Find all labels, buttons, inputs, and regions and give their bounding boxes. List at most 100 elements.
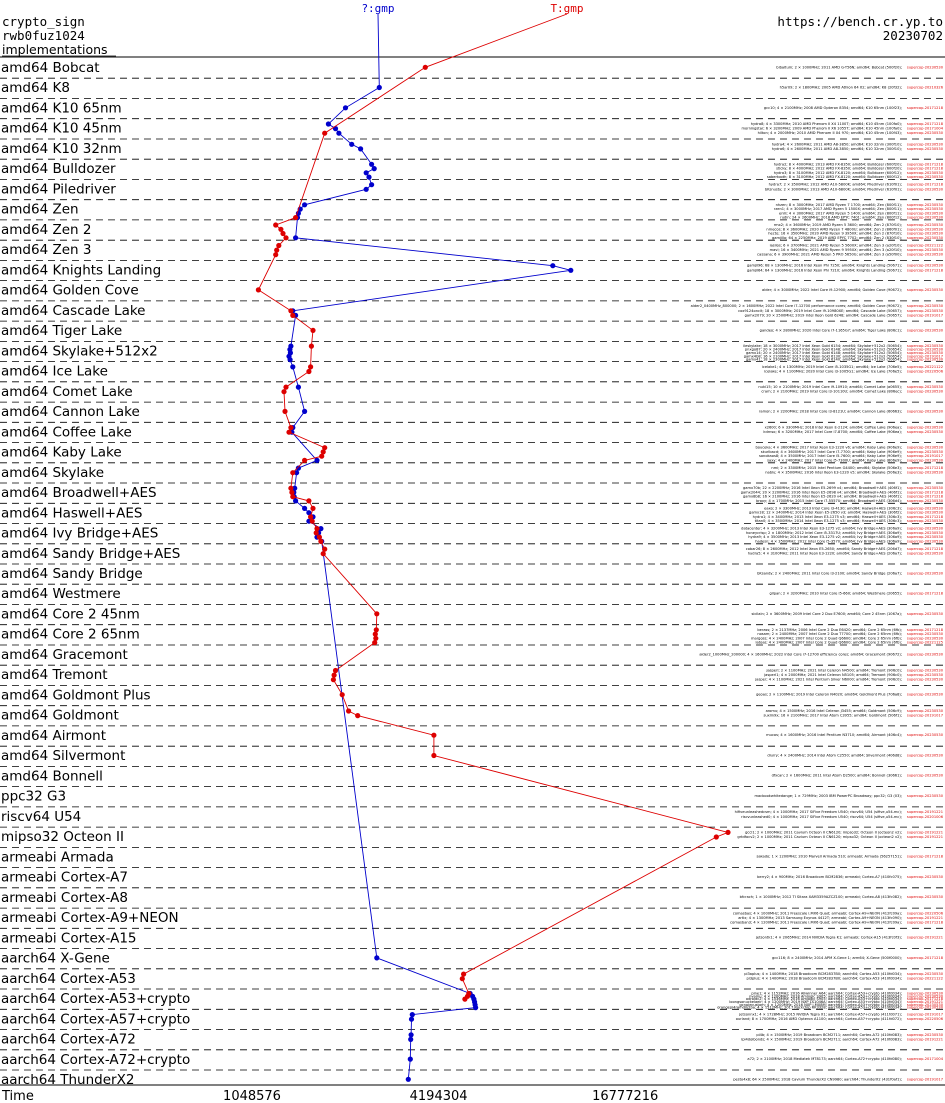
series-gmp-t-point (373, 627, 379, 633)
series-gmp-t-point (289, 489, 295, 495)
machine-date: supercop-20230530 (907, 147, 944, 151)
machine-line: icelake; 4 × 1100MHz; 2020 Intel Core i3… (764, 370, 902, 374)
arch-label: aarch64 X-Gene (1, 951, 110, 967)
series-gmp-q-point (409, 1012, 415, 1018)
arch-label: amd64 K10 32nm (1, 141, 122, 157)
series-gmp-q-line (288, 13, 571, 1080)
machine-line: margoss; 4 × 2400MHz; 2007 Intel Core 2 … (751, 636, 902, 640)
series-gmp-t-point (461, 971, 467, 977)
arch-row: amd64 K10 32nm hydra4; 4 × 2600MHz; 2011 … (0, 141, 945, 160)
arch-row: amd64 Broadwell+AES gamx70b; 22 × 2200MHz… (0, 485, 945, 504)
series-gmp-q-point (376, 84, 382, 91)
machine-date: supercop-20171218 (907, 855, 944, 859)
header-site-url[interactable]: https://bench.cr.yp.to (777, 14, 943, 29)
machine-line: rpi4doibonds; 4 × 1500MHz; 2019 Broadcom… (741, 1037, 902, 1041)
series-gmp-t-point (322, 130, 328, 136)
machine-date: supercop-20230530 (907, 131, 944, 135)
series-gmp-t-point (431, 732, 437, 738)
machine-date: supercop-20230530 (907, 774, 944, 778)
machine-date: supercop-20230530 (907, 693, 944, 697)
machine-line: hydra4; 4 × 2600MHz; 2011 AMD A8-3850; a… (772, 142, 902, 146)
machine-line: rudin; 24 × 2600MHz; 2018 AMD EPYC 7401;… (780, 216, 902, 220)
machine-date: supercop-20230530 (907, 304, 944, 308)
series-gmp-t-point (422, 64, 428, 70)
series-gmp-t-point (339, 692, 345, 698)
series-gmp-t-point (281, 389, 287, 395)
arch-row: amd64 Golden Cove alder; 4 × 3000MHz; 202… (0, 283, 945, 302)
series-gmp-q-point (473, 1005, 479, 1011)
machine-line: rzen1; 4 × 3000MHz; 2017 AMD Ryzen 5 150… (774, 207, 902, 211)
arch-row: amd64 Skylake+512x2 ileskylake; 18 × 3000… (0, 343, 945, 363)
machine-date: supercop-20230530 (907, 248, 944, 252)
series-gmp-q-point (363, 170, 369, 176)
machine-line: jetsontk1; 4 × 2065MHz; 2014 NVIDIA Tegr… (755, 936, 902, 940)
machine-line: dfxcan; 2 × 1600MHz; 2011 Intel Atom D25… (772, 774, 902, 778)
arch-row: amd64 K10 45nm hydra8; 4 × 3300MHz; 2010 … (0, 121, 945, 140)
arch-label: amd64 Gracemont (1, 647, 128, 663)
series-gmp-t-point (725, 829, 731, 836)
arch-row: aarch64 Cortex-A72 pi4b; 4 × 1500MHz; 201… (0, 1032, 945, 1051)
machine-line: bfcrach; 1 × 1000MHz; 2012 TI Sitara XAM… (740, 895, 902, 899)
series-gmp-q-point (294, 470, 300, 476)
machine-date: supercop-20230530 (907, 552, 944, 556)
arch-row: amd64 Sandy Bridge bKsandy; 2 × 2400MHz; … (0, 566, 945, 585)
series-gmp-q-point (550, 263, 556, 269)
arch-row: amd64 Cascade Lake alder2_0400MHz_800000;… (0, 303, 945, 322)
machine-date: supercop-20171218 (907, 490, 944, 494)
machine-date: supercop-20230530 (907, 571, 944, 575)
machine-date: supercop-20230530 (907, 458, 944, 462)
machine-date: supercop-20230530 (907, 426, 944, 430)
arch-label: amd64 Piledriver (1, 181, 116, 197)
machine-line: sonokaos8; 4 × 3500MHz; 2017 Intel Core … (759, 454, 902, 458)
series-gmp-t-point (372, 640, 378, 646)
series-gmp-t-point (310, 327, 316, 333)
machine-date: supercop-20230530 (907, 187, 944, 191)
machine-line: odroidc2; 4 × 1536MHz; 2016 Amlogic S905… (746, 997, 902, 1001)
arch-row: aarch64 Cortex-A72+crypto a72; 2 × 2100MH… (0, 1052, 945, 1071)
arch-label: mipso32 Octeon II (1, 829, 124, 845)
series-gmp-q-point (408, 1016, 415, 1022)
arch-label: amd64 Bulldozer (1, 161, 116, 177)
machine-date: supercop-20220506 (907, 1017, 944, 1021)
machine-line: pine1; 4 × 1152MHz; 2016 Allwinner A64; … (751, 991, 902, 995)
series-gmp-t-point (319, 453, 325, 459)
arch-label: amd64 Bobcat (1, 60, 100, 76)
machine-line: gamx4b8; 16 × 2100MHz; 2017 Intel Xeon G… (744, 354, 902, 358)
series-gmp-t-point (273, 222, 279, 228)
machine-line: ourland; 8 × 1700MHz; 2016 AMD Opteron A… (736, 1017, 902, 1021)
machine-date: supercop-20230530 (907, 288, 944, 292)
arch-label: amd64 Core 2 45nm (1, 607, 140, 623)
machine-date: supercop-20230530 (907, 1033, 944, 1037)
machine-line: comasbas; 4 × 1000MHz; 2011 Freescale i.… (733, 911, 902, 915)
machine-line: sicilain; 2 × 3600MHz; 2009 Intel Core 2… (751, 612, 902, 616)
machine-date: supercop-20230530 (907, 203, 944, 207)
arch-row: amd64 Airmont mucos; 4 × 1600MHz; 2016 In… (0, 728, 945, 747)
arch-label: amd64 Haswell+AES (1, 505, 142, 521)
machine-line: jasperl1; 4 × 2000MHz; 2021 Intel Celero… (763, 673, 902, 677)
machine-line: berass; 2 × 2137MHz; 2006 Intel Core 2 D… (757, 628, 902, 632)
series-gmp-t-point (290, 494, 296, 500)
header-implementations-link[interactable]: implementations (2, 42, 108, 57)
arch-row: amd64 Coffee Lake x2600; 6 × 3300MHz; 201… (0, 424, 945, 444)
machine-line: diurry; 4 × 2400MHz; 2014 Intel Atom C25… (767, 753, 902, 757)
arch-label: amd64 K8 (1, 80, 70, 96)
machine-line: hydra8; 4 × 3300MHz; 2010 AMD Phenom II … (751, 122, 902, 126)
machine-line: morningstar; 6 × 3200MHz; 2009 AMD Pheno… (741, 127, 902, 131)
machine-line: jasperl; 2 × 1100MHz; 2021 Intel Celeron… (765, 669, 902, 673)
machine-date: supercop-20220506 (907, 911, 944, 915)
machine-line: skurlbacd; 4 × 3600MHz; 2017 Intel Core … (761, 450, 902, 454)
arch-label: amd64 K10 45nm (1, 121, 122, 137)
machine-date: supercop-20171218 (907, 956, 944, 960)
machine-date: supercop-20230530 (907, 344, 944, 348)
machine-date: supercop-20230530 (907, 390, 944, 394)
series-gmp-t-point (278, 226, 284, 232)
arch-row: mipso32 Octeon II gccl1; 2 × 1000MHz; 201… (0, 829, 945, 848)
series-gmp-q-point (568, 267, 574, 273)
machine-date: supercop-20230530 (907, 471, 944, 475)
machine-line: artix; 4 × 1300MHz; 2013 Samsung Exynos … (738, 916, 902, 920)
machine-date: supercop-20230530 (907, 673, 944, 677)
machine-line: titan0; 4 × 3500MHz; 2014 Intel Xeon E3-… (755, 519, 902, 523)
arch-row: amd64 Haswell+AES eaxo; 2 × 3300MHz; 2013… (0, 505, 945, 524)
machine-date: supercop-20171218 (907, 167, 944, 171)
